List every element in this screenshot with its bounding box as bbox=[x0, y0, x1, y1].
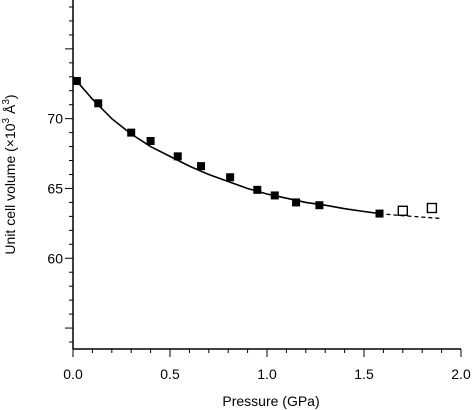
y-tick-label: 70 bbox=[47, 111, 63, 127]
x-tick-label: 0.5 bbox=[160, 366, 180, 382]
data-point-filled bbox=[94, 99, 103, 108]
data-point-filled bbox=[253, 185, 262, 194]
x-axis-ticks: 0.0 0.5 1.0 1.5 2.0 bbox=[63, 349, 471, 382]
data-point-filled bbox=[173, 152, 182, 161]
x-axis-title: Pressure (GPa) bbox=[222, 393, 319, 409]
extrapolated-curve-line bbox=[379, 212, 442, 220]
y-axis-title: Unit cell volume (×103 Å3) bbox=[1, 94, 18, 254]
data-point-filled bbox=[226, 173, 235, 182]
x-tick-label: 1.5 bbox=[354, 366, 374, 382]
data-point-filled bbox=[375, 209, 384, 218]
x-tick-label: 1.0 bbox=[257, 366, 277, 382]
x-tick-label: 2.0 bbox=[451, 366, 471, 382]
data-point-open bbox=[397, 205, 408, 216]
data-point-filled bbox=[292, 198, 301, 207]
y-axis-title-suffix: ) bbox=[2, 94, 18, 99]
plot-area: 0.0 0.5 1.0 1.5 2.0 60 65 70 bbox=[47, 0, 471, 382]
fit-curve-line bbox=[72, 76, 380, 215]
y-axis-title-exponent-1: 3 bbox=[1, 117, 12, 123]
y-axis-title-prefix: Unit cell volume (×10 bbox=[2, 123, 18, 254]
data-point-filled bbox=[146, 136, 155, 145]
y-tick-label: 65 bbox=[47, 180, 63, 196]
y-axis-title-exponent-2: 3 bbox=[1, 99, 12, 105]
data-point-open bbox=[426, 202, 438, 214]
x-tick-label: 0.0 bbox=[63, 366, 83, 382]
data-point-filled bbox=[270, 191, 279, 200]
y-axis-ticks: 60 65 70 bbox=[47, 6, 73, 343]
data-point-filled bbox=[315, 201, 324, 210]
data-point-filled bbox=[197, 162, 206, 171]
data-point-filled bbox=[72, 76, 81, 85]
y-tick-label: 60 bbox=[47, 250, 63, 266]
data-point-filled bbox=[127, 128, 136, 137]
data-markers bbox=[72, 76, 438, 218]
y-axis-title-middle: Å bbox=[2, 104, 18, 118]
